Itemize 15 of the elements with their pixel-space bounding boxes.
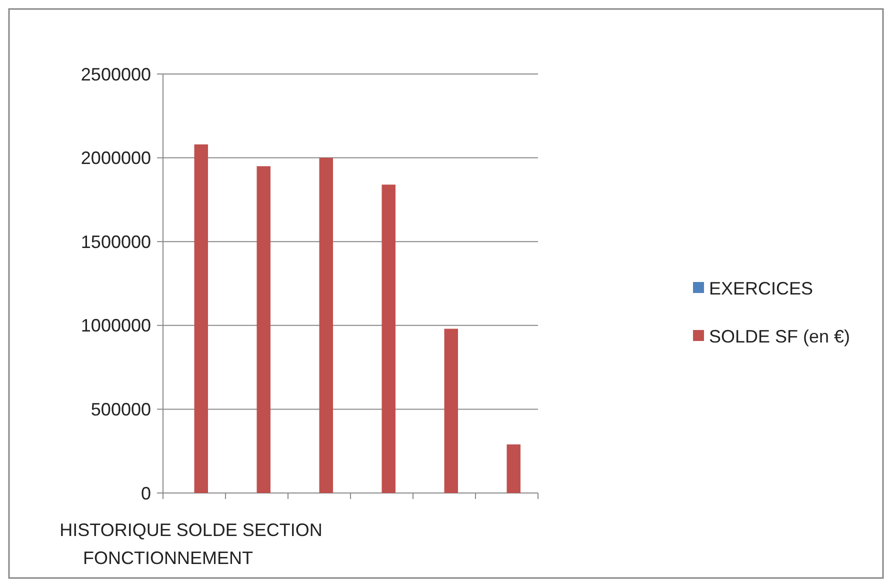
bar [506, 444, 520, 493]
legend-label: SOLDE SF (en €) [709, 326, 850, 346]
bar [444, 328, 458, 493]
y-tick-label: 500000 [90, 400, 151, 420]
x-axis-title: HISTORIQUE SOLDE SECTION FONCTIONNEMENT [60, 520, 322, 568]
bar [382, 184, 396, 493]
legend-label: EXERCICES [709, 278, 814, 298]
y-tick-label: 0 [140, 483, 151, 504]
bar [194, 144, 208, 493]
y-tick-label: 2500000 [80, 64, 151, 84]
bar [256, 166, 270, 493]
bar [319, 158, 333, 493]
y-tick-label: 2000000 [80, 148, 151, 168]
y-tick-label: 1500000 [80, 232, 151, 252]
y-tick-label: 1000000 [80, 316, 151, 336]
